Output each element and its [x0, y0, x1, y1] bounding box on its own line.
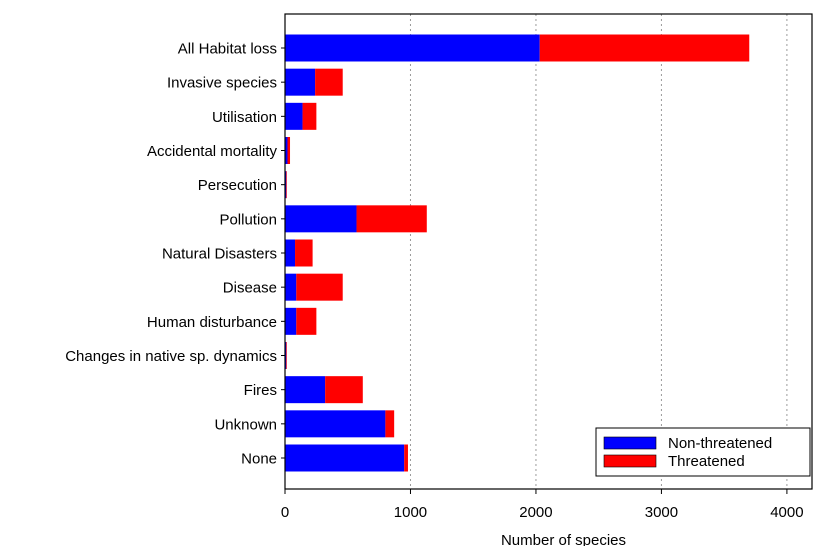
- grid-lines: [409, 14, 788, 489]
- legend-box: [595, 427, 811, 477]
- bar-threatened: [539, 34, 750, 62]
- bar-threatened: [286, 342, 287, 369]
- bar-threatened: [385, 410, 395, 438]
- x-tick-label: 1000: [394, 504, 427, 521]
- category-label: Fires: [244, 382, 277, 399]
- bar-non-threatened: [285, 444, 405, 472]
- category-label: Invasive species: [167, 75, 277, 92]
- bar-non-threatened: [285, 307, 297, 335]
- bar-non-threatened: [285, 205, 357, 233]
- category-label: Accidental mortality: [147, 143, 278, 160]
- bar-non-threatened: [285, 239, 296, 267]
- y-axis-categories: All Habitat loss Invasive species Utilisat…: [65, 41, 285, 468]
- x-axis-label: Number of species: [501, 532, 626, 546]
- category-label: None: [241, 451, 277, 468]
- bar-threatened: [325, 376, 363, 404]
- bar-threatened: [356, 205, 427, 233]
- bar-non-threatened: [285, 410, 386, 438]
- x-tick-label: 4000: [770, 504, 803, 521]
- x-tick-label: 2000: [519, 504, 552, 521]
- category-label: Disease: [223, 280, 277, 297]
- category-label: Unknown: [214, 416, 277, 433]
- category-label: Human disturbance: [147, 314, 277, 331]
- bar-non-threatened: [285, 34, 540, 62]
- legend-swatch: [603, 436, 657, 450]
- bar-threatened: [404, 444, 408, 472]
- bars: [285, 34, 750, 472]
- bar-threatened: [302, 102, 317, 130]
- bar-non-threatened: [285, 68, 316, 96]
- x-tick-label: 3000: [645, 504, 678, 521]
- bar-threatened: [286, 171, 287, 199]
- plot-area-frame: [284, 13, 813, 490]
- legend-label: Threatened: [668, 453, 745, 470]
- category-label: Utilisation: [212, 109, 277, 126]
- bar-threatened: [295, 239, 313, 267]
- bar-threatened: [287, 137, 291, 164]
- x-tick-label: 0: [281, 504, 289, 521]
- category-label: Changes in native sp. dynamics: [65, 348, 277, 365]
- legend-label: Non-threatened: [668, 435, 772, 452]
- bar-non-threatened: [285, 137, 288, 164]
- category-label: Persecution: [198, 177, 277, 194]
- bar-non-threatened: [285, 342, 287, 369]
- legend-swatch: [603, 454, 657, 468]
- bar-threatened: [296, 273, 343, 301]
- bar-non-threatened: [285, 171, 287, 199]
- bar-non-threatened: [285, 102, 303, 130]
- bar-threatened: [315, 68, 343, 96]
- category-label: All Habitat loss: [178, 41, 277, 58]
- category-label: Pollution: [219, 211, 277, 228]
- bar-non-threatened: [285, 273, 297, 301]
- bar-threatened: [296, 307, 317, 335]
- x-axis-ticks: 0 1000 2000 3000 4000: [281, 489, 804, 521]
- bar-non-threatened: [285, 376, 326, 404]
- category-label: Natural Disasters: [162, 246, 277, 263]
